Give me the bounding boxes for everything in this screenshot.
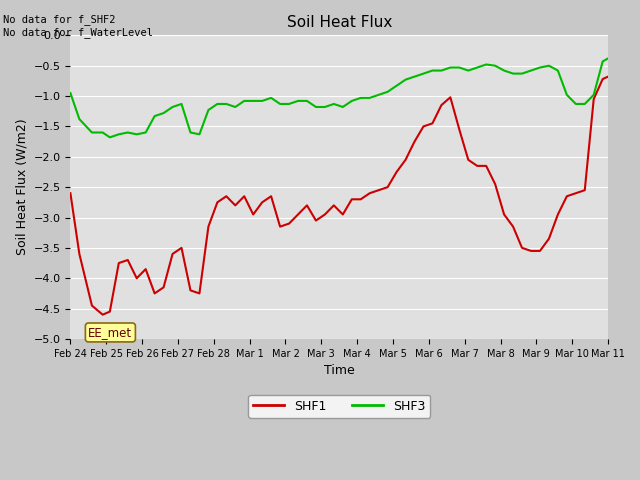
Y-axis label: Soil Heat Flux (W/m2): Soil Heat Flux (W/m2) (15, 119, 28, 255)
Title: Soil Heat Flux: Soil Heat Flux (287, 15, 392, 30)
Legend: SHF1, SHF3: SHF1, SHF3 (248, 395, 430, 418)
Text: No data for f_SHF2
No data for f_WaterLevel: No data for f_SHF2 No data for f_WaterLe… (3, 14, 153, 38)
Text: EE_met: EE_met (88, 326, 132, 339)
X-axis label: Time: Time (324, 364, 355, 377)
